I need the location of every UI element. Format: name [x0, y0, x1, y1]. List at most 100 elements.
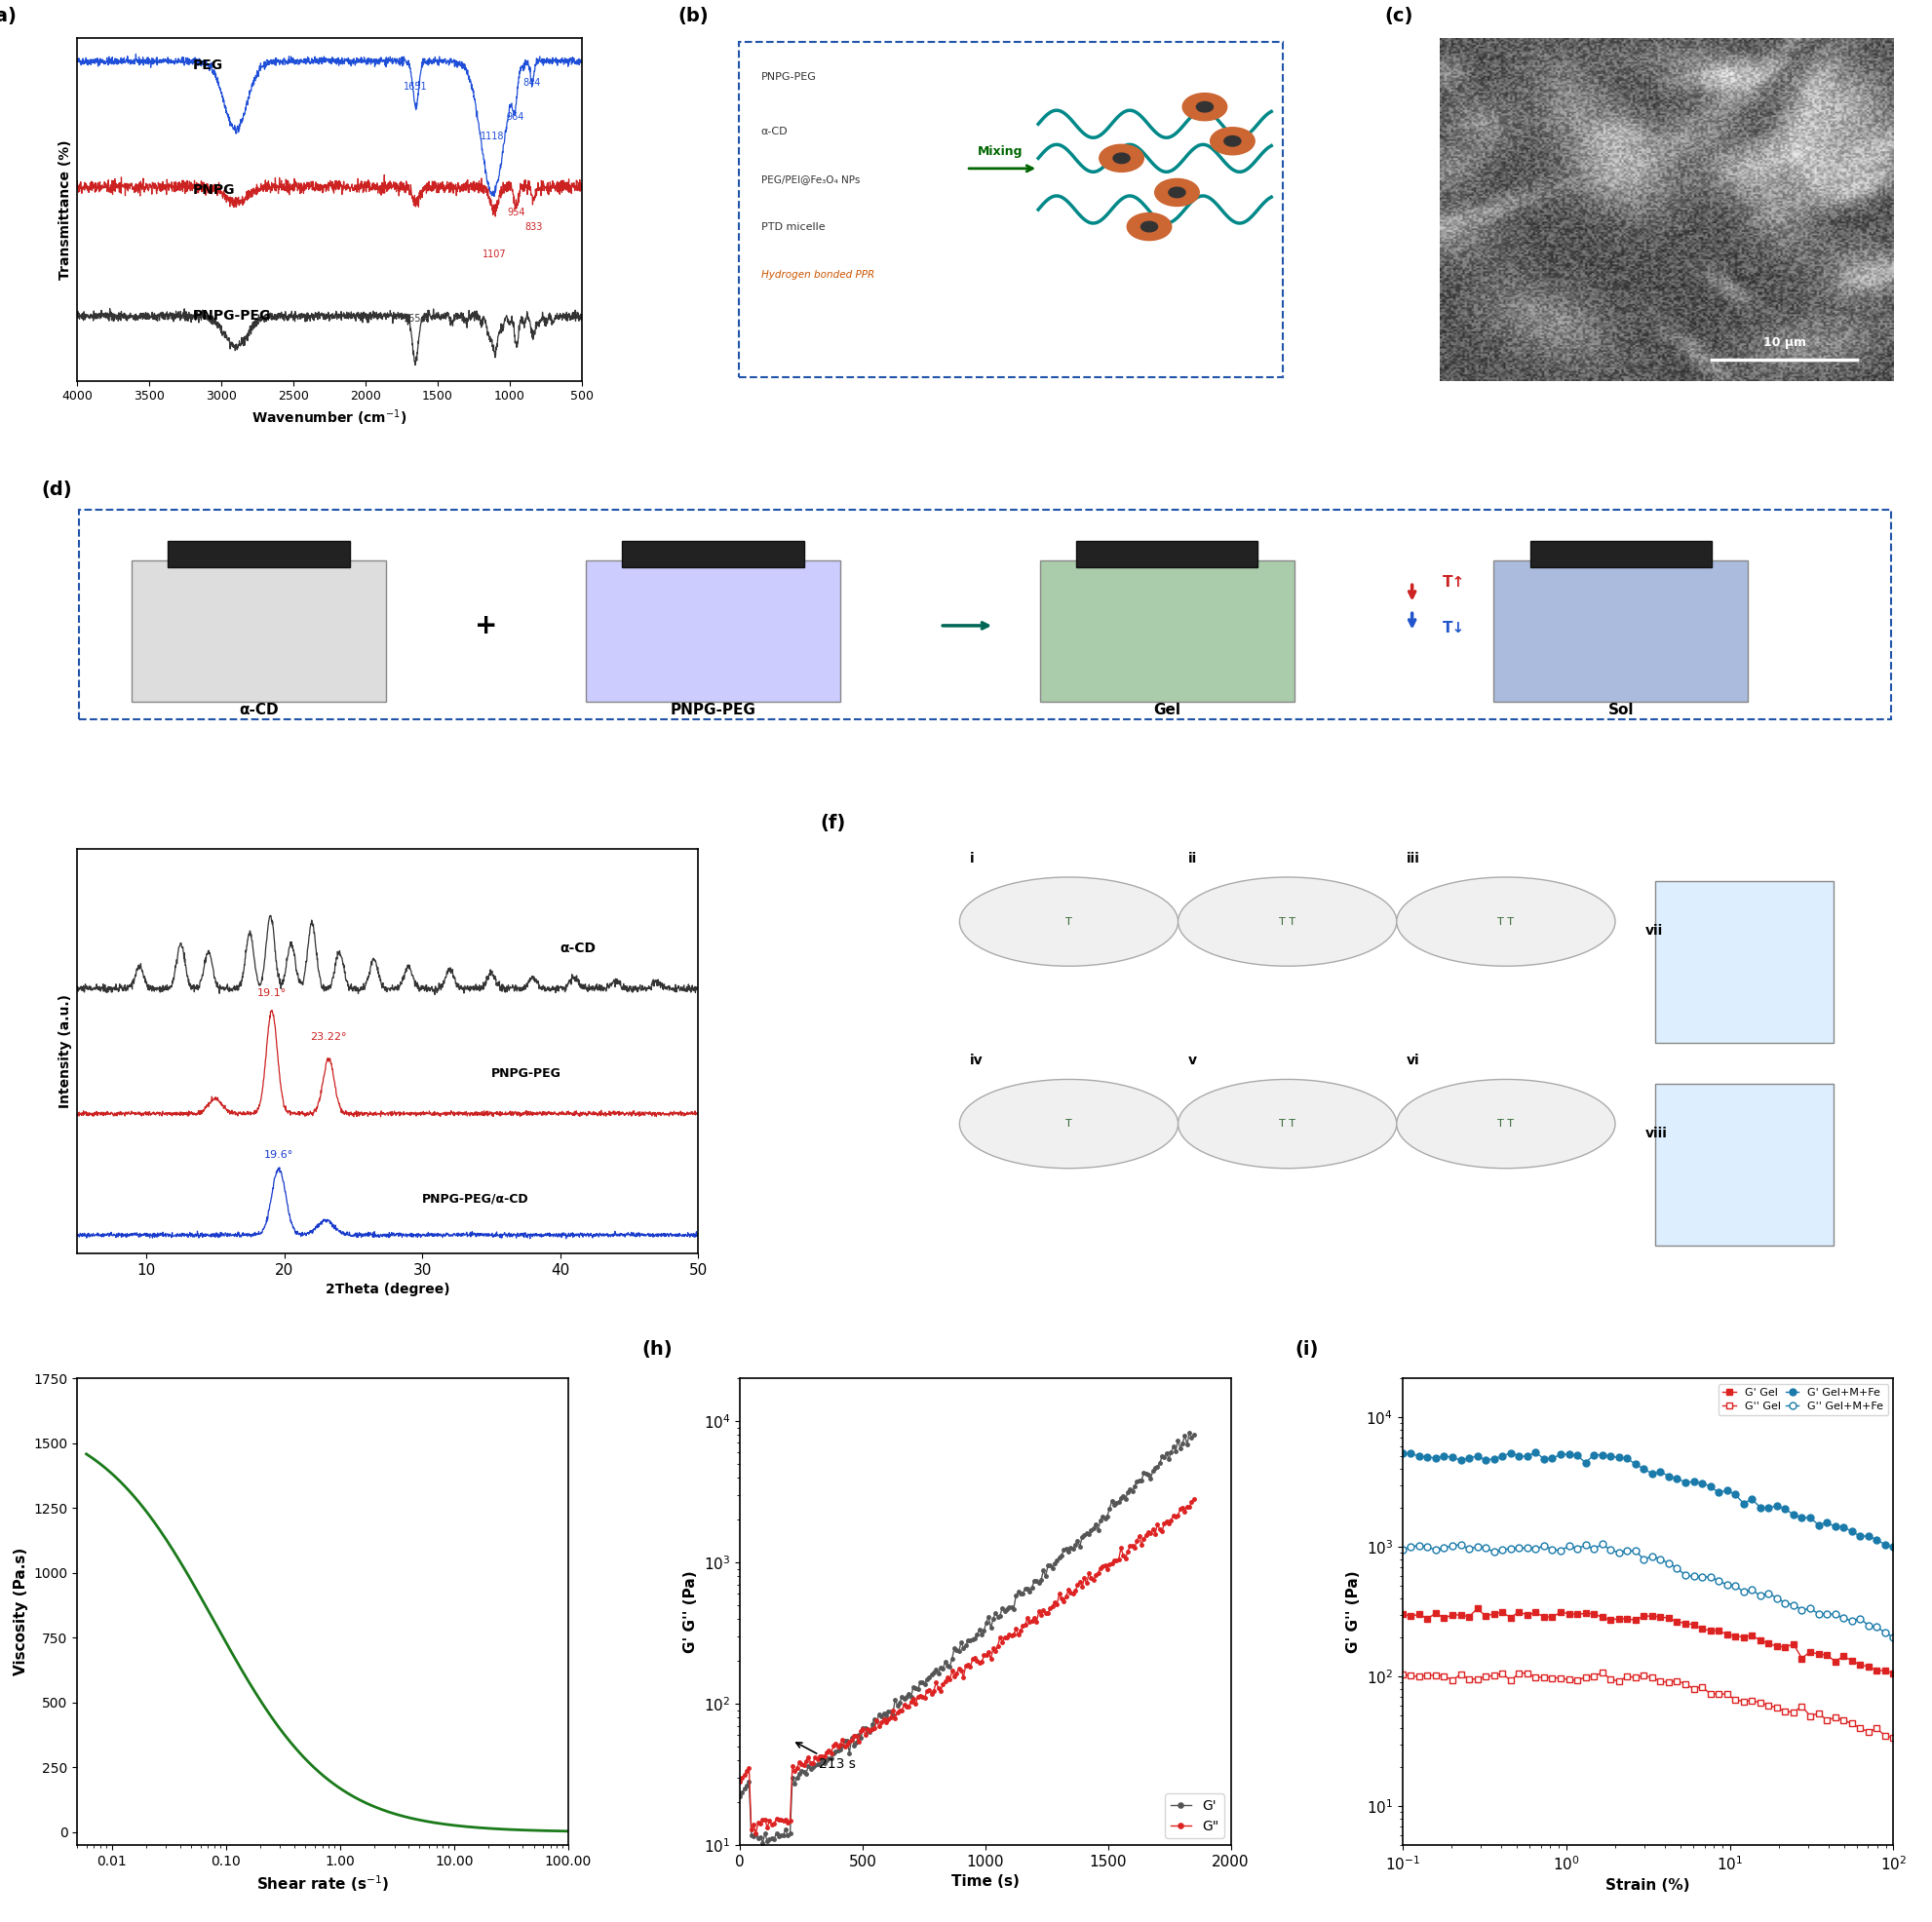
Text: Gel: Gel: [1153, 702, 1180, 717]
Text: Mixing: Mixing: [978, 144, 1022, 158]
Circle shape: [1155, 179, 1200, 206]
Y-axis label: Viscosity (Pa.s): Viscosity (Pa.s): [14, 1547, 29, 1676]
Text: T T: T T: [1497, 917, 1515, 926]
G": [1146, 1513, 1169, 1536]
Bar: [622, 540, 804, 567]
Line: G": G": [738, 1497, 1196, 1836]
Y-axis label: Transmittance (%): Transmittance (%): [58, 140, 71, 279]
Line: G'' Gel+M+Fe: G'' Gel+M+Fe: [1399, 1541, 1897, 1641]
Bar: [1656, 1084, 1833, 1245]
Text: PNPG-PEG: PNPG-PEG: [193, 309, 270, 323]
Circle shape: [1397, 1080, 1615, 1169]
G'' Gel: [1590, 1661, 1613, 1684]
G'' Gel: [1391, 1663, 1414, 1686]
G'' Gel+M+Fe: [1474, 1536, 1497, 1559]
G'' Gel+M+Fe: [1590, 1532, 1613, 1555]
Text: α-CD: α-CD: [560, 942, 597, 955]
Text: 954: 954: [508, 208, 526, 217]
Text: T↓: T↓: [1443, 621, 1466, 634]
Text: 1651: 1651: [404, 83, 427, 92]
G': [852, 1716, 875, 1739]
G': [752, 1832, 775, 1855]
Line: G'' Gel: G'' Gel: [1399, 1668, 1897, 1741]
G": [1182, 1488, 1206, 1511]
G': [815, 1749, 838, 1772]
G' Gel: [1466, 1597, 1490, 1620]
Y-axis label: Intensity (a.u.): Intensity (a.u.): [58, 994, 71, 1109]
G'' Gel: [1557, 1668, 1580, 1691]
G' Gel+M+Fe: [1391, 1442, 1414, 1465]
Text: 1107: 1107: [483, 250, 506, 259]
G": [1161, 1505, 1184, 1528]
Text: α-CD: α-CD: [240, 702, 278, 717]
Text: 1654: 1654: [404, 313, 427, 323]
Circle shape: [1397, 876, 1615, 967]
G' Gel+M+Fe: [1708, 1482, 1731, 1505]
Text: PNPG-PEG/α-CD: PNPG-PEG/α-CD: [423, 1192, 529, 1205]
G' Gel+M+Fe: [1540, 1447, 1563, 1470]
G'' Gel: [1532, 1666, 1555, 1689]
Text: 833: 833: [526, 223, 543, 233]
G'' Gel: [1708, 1682, 1731, 1705]
Text: 19.1°: 19.1°: [257, 988, 286, 998]
Text: 964: 964: [506, 111, 524, 123]
Circle shape: [1179, 1080, 1397, 1169]
G': [1182, 1422, 1206, 1445]
Text: α-CD: α-CD: [761, 127, 788, 136]
Text: Sol: Sol: [1607, 702, 1634, 717]
G' Gel: [1391, 1603, 1414, 1626]
G'' Gel: [1549, 1666, 1573, 1689]
G'' Gel+M+Fe: [1532, 1534, 1555, 1557]
Y-axis label: G' G'' (Pa): G' G'' (Pa): [1347, 1570, 1360, 1653]
Text: PEG: PEG: [193, 58, 222, 71]
G": [852, 1718, 875, 1741]
Text: v: v: [1188, 1053, 1196, 1067]
G": [728, 1770, 752, 1793]
Legend: G', G": G', G": [1165, 1793, 1225, 1837]
G' Gel: [1557, 1603, 1580, 1626]
Legend: G' Gel, G'' Gel, G' Gel+M+Fe, G'' Gel+M+Fe: G' Gel, G'' Gel, G' Gel+M+Fe, G'' Gel+M+…: [1718, 1384, 1888, 1415]
G'' Gel+M+Fe: [1557, 1534, 1580, 1557]
X-axis label: Strain (%): Strain (%): [1605, 1878, 1690, 1893]
Text: PNPG-PEG: PNPG-PEG: [670, 702, 755, 717]
Bar: [585, 561, 840, 702]
Bar: [131, 561, 386, 702]
Bar: [1493, 561, 1748, 702]
Text: (d): (d): [41, 480, 71, 500]
G'' Gel: [1517, 1661, 1540, 1684]
Circle shape: [1182, 92, 1227, 121]
Text: (h): (h): [641, 1340, 672, 1359]
G'' Gel+M+Fe: [1708, 1570, 1731, 1593]
Circle shape: [960, 1080, 1179, 1169]
Text: (c): (c): [1385, 6, 1414, 25]
Text: iv: iv: [970, 1053, 983, 1067]
Bar: [1656, 880, 1833, 1044]
G': [1161, 1436, 1184, 1459]
Text: PNPG: PNPG: [193, 185, 236, 198]
Text: Hydrogen bonded PPR: Hydrogen bonded PPR: [761, 271, 873, 281]
Circle shape: [1142, 221, 1157, 233]
Text: 1118: 1118: [481, 131, 504, 140]
Text: 10 μm: 10 μm: [1764, 336, 1806, 350]
Text: PTD micelle: PTD micelle: [761, 223, 825, 233]
G' Gel: [1540, 1605, 1563, 1628]
G'' Gel+M+Fe: [1391, 1538, 1414, 1561]
X-axis label: Shear rate (s$^{-1}$): Shear rate (s$^{-1}$): [257, 1874, 388, 1893]
G' Gel: [1524, 1601, 1548, 1624]
Text: T↑: T↑: [1443, 575, 1466, 590]
G'' Gel+M+Fe: [1882, 1626, 1905, 1649]
X-axis label: Wavenumber (cm$^{-1}$): Wavenumber (cm$^{-1}$): [251, 407, 408, 429]
Circle shape: [1126, 213, 1171, 240]
G": [757, 1809, 781, 1832]
G' Gel: [1882, 1663, 1905, 1686]
G'' Gel+M+Fe: [1549, 1540, 1573, 1563]
Text: +: +: [475, 611, 497, 640]
Circle shape: [1099, 144, 1144, 171]
Text: T T: T T: [1279, 917, 1296, 926]
G' Gel+M+Fe: [1474, 1449, 1497, 1472]
X-axis label: Time (s): Time (s): [951, 1874, 1020, 1889]
G': [1179, 1422, 1202, 1445]
Text: ii: ii: [1188, 851, 1198, 865]
G': [728, 1786, 752, 1809]
Text: 844: 844: [524, 79, 541, 88]
